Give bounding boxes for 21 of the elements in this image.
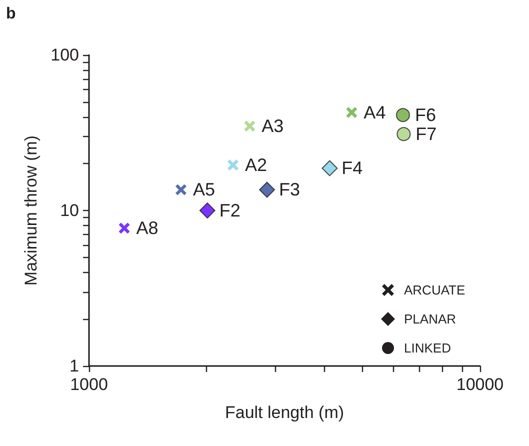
annotation: PLANAR [404,312,456,326]
x-tick-label: 10000 [456,375,504,394]
annotation: A4 [364,102,386,122]
annotation: A8 [136,218,158,238]
y-tick-label: 10 [60,201,79,220]
annotation: F3 [279,180,300,200]
x-axis-title: Fault length (m) [224,403,344,422]
annotation: ARCUATE [404,282,466,298]
text: b [6,6,16,22]
y-axis-title: Maximum throw (m) [22,135,41,286]
annotation: F2 [219,200,240,220]
annotation: A2 [245,155,268,176]
x-tick-label: 1000 [70,375,108,394]
annotation: A3 [262,116,284,136]
annotation: LINKED [404,340,451,356]
y-tick-label: 1 [70,356,79,376]
annotation: F4 [342,158,363,178]
annotation: F6 [414,105,436,126]
annotation: A5 [192,180,216,200]
y-tick-label: 100 [50,46,79,64]
annotation: F7 [416,124,437,144]
